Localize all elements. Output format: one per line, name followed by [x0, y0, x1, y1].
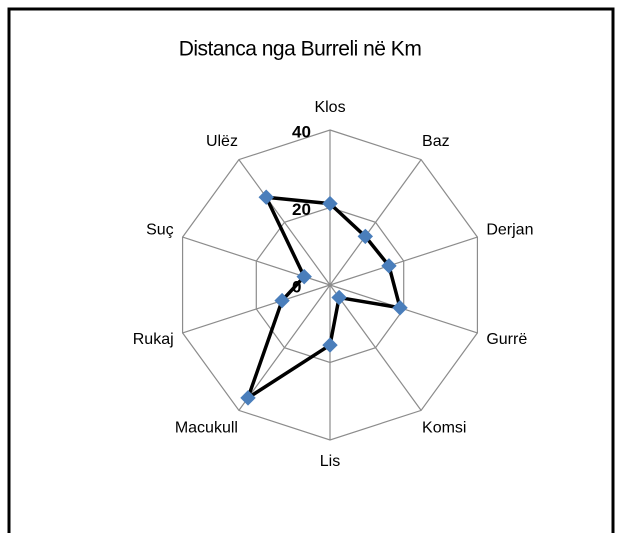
- marker: [296, 268, 312, 285]
- marker: [322, 195, 338, 212]
- chart-title: Distanca nga Burreli në Km: [179, 38, 422, 61]
- marker: [322, 337, 338, 353]
- category-label: Baz: [422, 133, 450, 150]
- category-label: Derjan: [486, 222, 533, 239]
- tick-label: 0: [292, 277, 301, 296]
- category-label: Macukull: [175, 419, 238, 436]
- category-label: Komsi: [422, 419, 466, 436]
- marker: [381, 258, 397, 274]
- category-label: Klos: [314, 99, 345, 116]
- marker: [274, 292, 290, 309]
- category-label: Rukaj: [133, 331, 174, 348]
- spoke: [329, 236, 478, 286]
- category-label: Gurrë: [486, 331, 527, 348]
- spoke: [329, 159, 422, 286]
- spoke: [329, 284, 422, 411]
- tick-label: 40: [292, 122, 311, 141]
- category-label: Suç: [146, 222, 174, 239]
- tick-label: 20: [292, 200, 311, 219]
- marker: [258, 189, 274, 205]
- marker: [240, 390, 256, 406]
- marker: [357, 228, 374, 245]
- marker: [331, 289, 347, 306]
- spoke: [182, 284, 331, 334]
- spoke: [238, 284, 331, 411]
- frame: [7, 7, 615, 533]
- spoke: [238, 159, 331, 286]
- category-label: Lis: [320, 453, 340, 470]
- marker: [392, 300, 408, 316]
- category-label: Ulëz: [206, 133, 238, 150]
